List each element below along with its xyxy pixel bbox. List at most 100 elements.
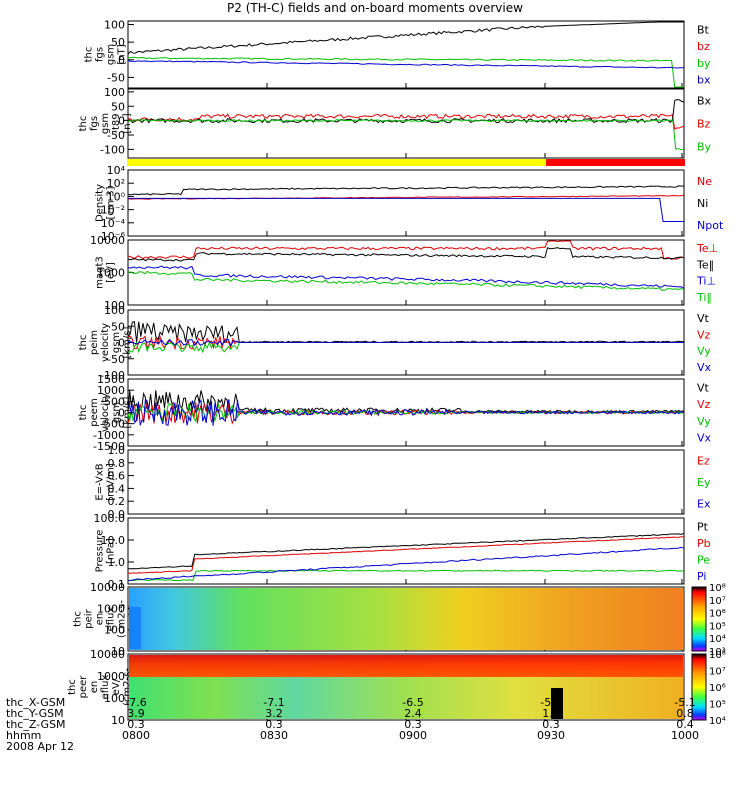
y-tick-label: 10⁻⁴ [101, 217, 126, 230]
legend-entry: Vz [697, 328, 711, 341]
colorbar-label: 10⁵ [709, 700, 726, 711]
y-tick-label: 10⁴ [107, 164, 126, 177]
colorbar-label: 10⁷ [709, 667, 726, 678]
legend-entry: Te‖ [696, 258, 714, 271]
status-segment [545, 159, 685, 166]
orbit-footer: thc_X-GSM -7.6 -7.1 -6.5 -5.9 -5.1 thc_Y… [6, 696, 699, 752]
y-tick-label: -1000 [93, 429, 125, 442]
legend-entry: by [697, 57, 711, 70]
y-axis-label: thc [78, 116, 89, 132]
colorbar-label: 10⁶ [709, 683, 726, 694]
by-line [127, 56, 684, 88]
colorbar-label: 10³ [709, 647, 726, 658]
footer-row-label: thc_Y-GSM [6, 707, 64, 720]
footer-value: 0.4 [676, 718, 694, 731]
y-tick-label: 1000 [97, 602, 125, 615]
y-tick-label: 500 [104, 395, 125, 408]
legend-entry: bz [697, 40, 710, 53]
y-tick-label: 10² [107, 177, 125, 190]
legend-entry: Pe [697, 553, 710, 566]
plot-frame [127, 449, 685, 515]
y-tick-label: -50 [107, 129, 125, 142]
y-tick-label: 1000 [97, 384, 125, 397]
footer-row-label: thc_X-GSM [6, 696, 66, 709]
y-tick-label: -500 [100, 418, 125, 431]
y-tick-label: 100 [104, 299, 125, 312]
y-axis-label: Pressure [95, 530, 106, 573]
bt-line [127, 21, 684, 55]
colorbar-label: 10⁵ [709, 621, 726, 632]
footer-value: 0.3 [265, 718, 283, 731]
y-tick-label: 100 [104, 692, 125, 705]
footer-value: 3.2 [265, 707, 283, 720]
bz-model-line [127, 113, 685, 130]
y-axis-label: peim [89, 330, 100, 355]
plot-frame [127, 517, 685, 585]
panel-fgs: 100 50 0 -50 thc fgs gsm [nT] Bt bz by bx [84, 19, 711, 89]
y-tick-label: 10000 [90, 648, 125, 661]
legend-entry: Ti⊥ [696, 275, 716, 288]
bx-line [127, 60, 685, 69]
legend-entry: Ti‖ [696, 291, 712, 304]
y-axis-label: [mV/m] [106, 463, 117, 501]
legend-entry: Npot [697, 219, 724, 232]
y-tick-label: 1.0 [108, 556, 126, 569]
y-axis-label: en [89, 681, 100, 694]
footer-value: 1000 [671, 729, 699, 742]
colorbar-label: 10⁶ [709, 609, 726, 620]
footer-value: 3.9 [127, 707, 145, 720]
plot-frame [127, 88, 685, 159]
y-tick-label: 0 [118, 407, 125, 420]
y-axis-label: [cm-3] [106, 186, 117, 219]
panel-peim_velocity: 100 50 0 -50 -100 thc peim velocity gsm [km/s] Vt V… [78, 304, 712, 382]
legend-entry: Vy [697, 345, 711, 358]
legend-entry: Ex [697, 497, 711, 510]
pt-line [128, 532, 685, 570]
y-axis-label: fgs [95, 47, 106, 62]
y-axis-label: [km/s] [122, 326, 133, 358]
footer-value: 2.4 [404, 707, 422, 720]
y-tick-label: 0.6 [108, 470, 126, 483]
y-tick-label: 100 [104, 19, 125, 32]
y-axis-label: peer [78, 675, 89, 699]
y-tick-label: 50 [111, 36, 125, 49]
y-tick-label: 100.0 [94, 512, 126, 525]
colorbar-label: 10⁴ [709, 634, 726, 645]
y-tick-label: 10000 [90, 234, 125, 247]
y-axis-label: [nT] [117, 44, 128, 64]
pe-line [127, 569, 685, 582]
legend-entry: Te⊥ [696, 242, 718, 255]
y-tick-label: 10⁻⁶ [101, 230, 126, 243]
y-axis-label: [eV] [106, 262, 117, 283]
legend-entry: Vy [697, 415, 711, 428]
plot-frame [127, 239, 685, 306]
legend-entry: Vx [697, 361, 712, 374]
y-axis-label: thc [84, 47, 95, 63]
ion-spectrogram-patch [129, 607, 141, 649]
y-tick-label: 0 [118, 115, 125, 128]
y-tick-label: 10⁰ [107, 190, 126, 203]
footer-value: -6.5 [402, 696, 424, 709]
y-tick-label: 0.8 [108, 457, 126, 470]
footer-value: 0830 [260, 729, 288, 742]
legend-entry: Bz [697, 118, 711, 131]
y-axis-label: en [95, 613, 106, 626]
y-axis-label: eV/ [111, 678, 122, 695]
y-tick-label: 10 [111, 645, 125, 658]
legend-entry: Bx [697, 95, 712, 108]
footer-value: 0.8 [676, 707, 694, 720]
ti-perp-line [127, 265, 685, 289]
y-tick-label: 100 [104, 304, 125, 317]
y-tick-label: 0.0 [108, 508, 126, 521]
ni-line [127, 185, 685, 196]
y-tick-label: 100 [104, 624, 125, 637]
legend-entry: Ne [697, 175, 712, 188]
bx-model-line [127, 98, 685, 124]
plot-frame [127, 20, 685, 89]
y-tick-label: -100 [100, 143, 125, 156]
legend-entry: Bt [697, 23, 710, 36]
y-tick-label: 0.4 [108, 482, 126, 495]
